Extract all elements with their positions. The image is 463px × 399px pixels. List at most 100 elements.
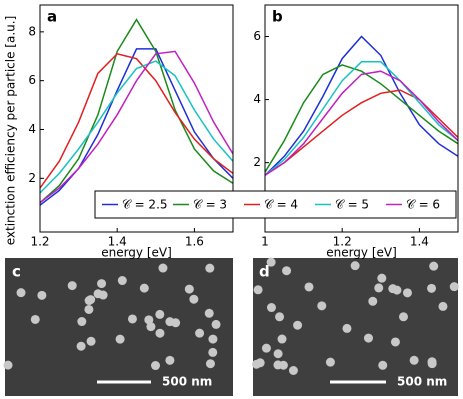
nanoparticle: [139, 283, 149, 293]
x-axis-label: energy [eV]: [101, 246, 172, 260]
nanoparticle: [86, 336, 96, 346]
nanoparticle: [93, 289, 103, 299]
y-tick-label: 8: [28, 24, 36, 38]
legend-label: 𝒞 = 2.5: [122, 198, 168, 212]
nanoparticle: [158, 263, 168, 273]
nanoparticle: [275, 312, 285, 322]
y-axis-label: extinction efficiency per particle [a.u.…: [4, 16, 18, 246]
nanoparticle: [205, 263, 215, 273]
nanoparticle: [84, 296, 94, 306]
panel-label: c: [12, 263, 21, 281]
y-tick-label: 2: [253, 155, 261, 169]
series-line: [265, 35, 458, 176]
y-tick-label: 6: [253, 29, 261, 43]
nanoparticle: [409, 355, 419, 365]
series-line: [40, 60, 233, 194]
nanoparticle: [368, 296, 378, 306]
nanoparticle: [204, 308, 214, 318]
panel-label: a: [47, 8, 57, 26]
x-axis-label: energy [eV]: [326, 246, 397, 260]
y-tick-label: 6: [28, 73, 36, 87]
nanoparticle: [402, 288, 412, 298]
x-tick-label: 1.2: [30, 235, 49, 249]
nanoparticle: [184, 284, 194, 294]
nanoparticle: [317, 301, 327, 311]
x-tick-label: 1.4: [410, 235, 429, 249]
nanoparticle: [438, 301, 448, 311]
nanoparticle: [195, 328, 205, 338]
nanoparticle: [266, 257, 276, 267]
nanoparticle: [350, 261, 360, 271]
series-line: [40, 18, 233, 204]
nanoparticle: [76, 341, 86, 351]
nanoparticle: [363, 333, 373, 343]
nanoparticle: [427, 283, 437, 293]
nanoparticle: [151, 361, 161, 371]
nanoparticle: [282, 266, 292, 276]
nanoparticle: [155, 328, 165, 338]
nanoparticle: [16, 288, 26, 298]
nanoparticle: [67, 281, 77, 291]
x-tick-label: 1.2: [333, 235, 352, 249]
y-tick-label: 4: [253, 92, 261, 106]
nanoparticle: [3, 360, 13, 370]
nanoparticle: [255, 358, 265, 368]
y-tick-label: 4: [28, 122, 36, 136]
x-tick-label: 1: [261, 235, 269, 249]
nanoparticle: [144, 315, 154, 325]
x-tick-label: 1.6: [185, 235, 204, 249]
sem-image: [253, 258, 458, 396]
y-tick-label: 2: [28, 171, 36, 185]
series-line: [265, 61, 458, 176]
series-line: [40, 48, 233, 206]
nanoparticle: [30, 314, 40, 324]
series-line: [265, 70, 458, 176]
x-tick-label: 1.4: [108, 235, 127, 249]
legend-label: 𝒞 = 5: [335, 198, 369, 212]
nanoparticle: [378, 360, 388, 370]
nanoparticle: [429, 261, 439, 271]
nanoparticle: [277, 334, 287, 344]
nanoparticle: [253, 285, 263, 295]
nanoparticle: [325, 357, 335, 367]
nanoparticle: [374, 283, 384, 293]
legend-label: 𝒞 = 3: [193, 198, 227, 212]
nanoparticle: [84, 304, 94, 314]
nanoparticle: [37, 290, 47, 300]
plot-frame: [39, 4, 234, 233]
nanoparticle: [171, 318, 181, 328]
nanoparticle: [117, 276, 127, 286]
nanoparticle: [293, 320, 303, 330]
nanoparticle: [165, 355, 175, 365]
nanoparticle: [273, 360, 283, 370]
nanoparticle: [342, 323, 352, 333]
panel-label: d: [259, 263, 270, 281]
nanoparticle: [127, 314, 137, 324]
nanoparticle: [398, 312, 408, 322]
nanoparticle: [388, 284, 398, 294]
nanoparticle: [205, 359, 215, 369]
nanoparticle: [211, 319, 221, 329]
nanoparticle: [115, 334, 125, 344]
nanoparticle: [208, 334, 218, 344]
nanoparticle: [261, 343, 271, 353]
nanoparticle: [390, 337, 400, 347]
nanoparticle: [266, 303, 276, 313]
series-line: [265, 89, 458, 176]
nanoparticle: [208, 347, 218, 357]
nanoparticle: [427, 359, 437, 369]
nanoparticle: [189, 294, 199, 304]
nanoparticle: [304, 282, 314, 292]
nanoparticle: [146, 322, 156, 332]
legend-label: 𝒞 = 6: [406, 198, 440, 212]
scale-bar-label: 500 nm: [162, 375, 212, 389]
scale-bar-label: 500 nm: [397, 375, 447, 389]
series-line: [265, 64, 458, 173]
series-line: [40, 50, 233, 204]
plot-frame: [264, 4, 459, 233]
nanoparticle: [97, 279, 107, 289]
nanoparticle: [449, 282, 459, 292]
nanoparticle: [77, 317, 87, 327]
legend-label: 𝒞 = 4: [264, 198, 298, 212]
